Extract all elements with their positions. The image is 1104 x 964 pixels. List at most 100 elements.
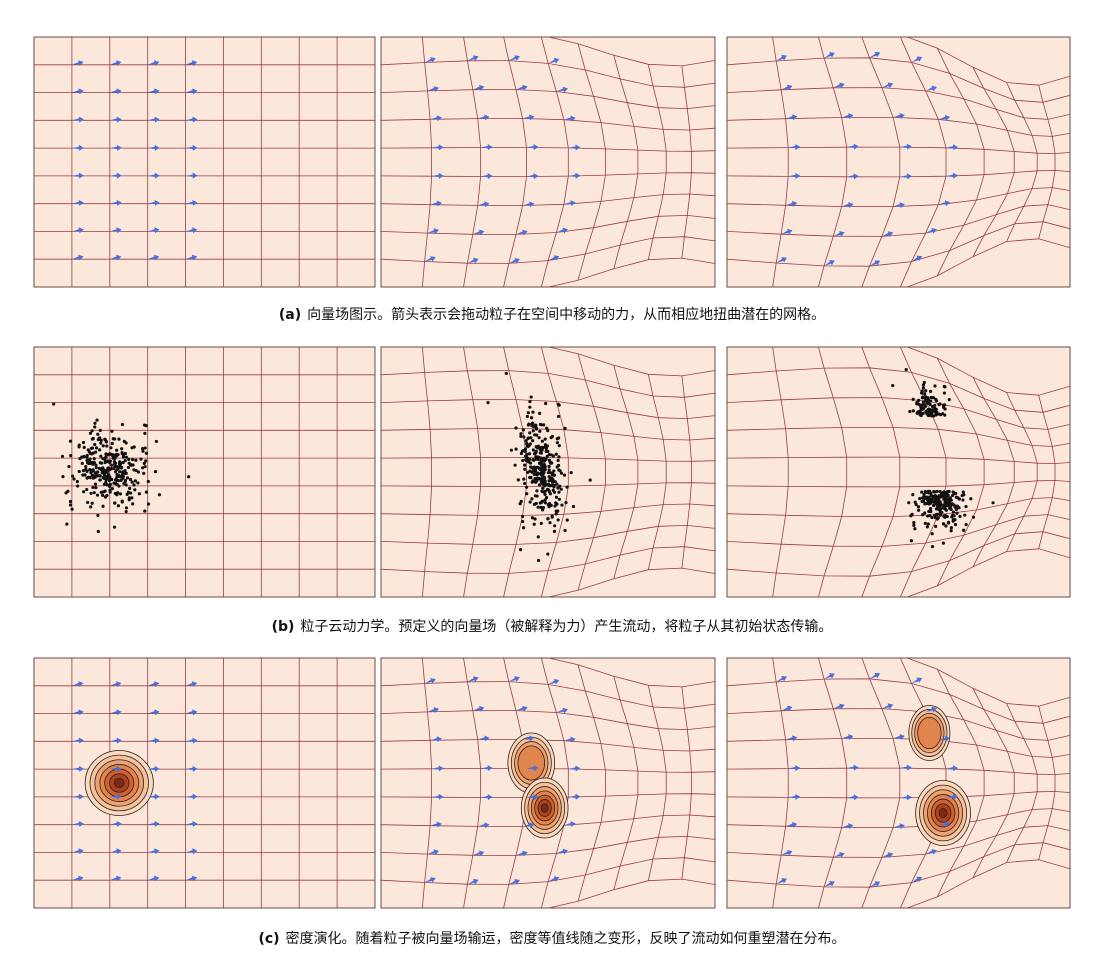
particle bbox=[528, 431, 532, 435]
grid-line bbox=[727, 367, 1070, 413]
particle bbox=[930, 515, 934, 520]
grid-line bbox=[381, 835, 715, 856]
particle bbox=[923, 511, 927, 515]
force-arrow bbox=[508, 257, 520, 264]
particle bbox=[110, 477, 114, 482]
panel bbox=[34, 658, 375, 908]
force-arrow bbox=[516, 705, 528, 712]
grid-line bbox=[647, 374, 667, 570]
particle bbox=[527, 422, 531, 426]
force-arrow bbox=[833, 703, 845, 710]
particle bbox=[569, 471, 573, 475]
particle bbox=[557, 444, 561, 448]
force-arrow bbox=[899, 173, 912, 180]
grid-line bbox=[727, 146, 1070, 154]
grid-line bbox=[1038, 85, 1056, 239]
grid-line bbox=[381, 193, 715, 206]
particle bbox=[565, 485, 569, 489]
particle bbox=[547, 502, 552, 506]
particle bbox=[544, 401, 548, 406]
force-arrow bbox=[833, 852, 845, 858]
particle bbox=[104, 439, 108, 444]
grid-line bbox=[463, 658, 481, 908]
particle bbox=[509, 448, 513, 452]
force-arrow bbox=[516, 850, 528, 857]
particle bbox=[121, 460, 125, 465]
particle bbox=[111, 437, 115, 441]
force-arrow bbox=[508, 55, 520, 61]
grid-line bbox=[613, 55, 639, 269]
force-arrow bbox=[147, 709, 160, 716]
grid-line bbox=[727, 737, 1070, 758]
force-arrow bbox=[185, 60, 198, 67]
particle bbox=[519, 432, 523, 436]
particle bbox=[538, 447, 542, 451]
particle bbox=[934, 413, 938, 417]
force-arrow bbox=[881, 82, 894, 89]
force-arrow bbox=[899, 764, 912, 771]
particle bbox=[68, 499, 73, 504]
caption-label: (a) bbox=[278, 307, 302, 323]
particle bbox=[553, 504, 557, 508]
force-arrow bbox=[945, 144, 958, 151]
particle bbox=[928, 513, 932, 518]
particle bbox=[920, 389, 924, 393]
particle bbox=[543, 501, 547, 505]
force-arrow bbox=[109, 172, 122, 179]
particle bbox=[554, 452, 558, 456]
force-arrow bbox=[71, 199, 84, 206]
particle bbox=[938, 513, 943, 517]
force-arrow bbox=[477, 114, 490, 121]
particle bbox=[146, 479, 150, 484]
force-arrow bbox=[548, 255, 560, 261]
force-arrow bbox=[568, 793, 581, 800]
particle bbox=[95, 493, 100, 497]
force-arrow bbox=[109, 709, 122, 716]
particle bbox=[545, 426, 549, 430]
particle bbox=[110, 487, 114, 491]
particle bbox=[923, 396, 927, 400]
force-arrow bbox=[430, 736, 442, 743]
particle bbox=[552, 469, 556, 473]
particle bbox=[83, 473, 87, 477]
particle bbox=[85, 455, 89, 459]
grid-line bbox=[727, 678, 1070, 724]
caption-text: 密度演化。随着粒子被向量场输运，密度等值线随之变形，反映了流动如何重塑潜在分布。 bbox=[285, 931, 846, 947]
particle bbox=[124, 455, 129, 459]
grid-line bbox=[381, 60, 715, 88]
particle bbox=[556, 458, 560, 463]
particle bbox=[132, 483, 136, 487]
grid-line bbox=[503, 37, 527, 287]
particle bbox=[588, 478, 592, 482]
particle bbox=[549, 461, 553, 465]
particle bbox=[563, 426, 567, 430]
particle bbox=[935, 496, 939, 500]
particle bbox=[69, 454, 73, 458]
force-arrow bbox=[522, 735, 535, 742]
panel bbox=[727, 37, 1070, 287]
particle bbox=[917, 398, 921, 402]
particle bbox=[96, 529, 100, 534]
particle bbox=[154, 439, 158, 444]
particle bbox=[514, 447, 518, 451]
particle bbox=[130, 446, 134, 450]
particle bbox=[539, 521, 543, 525]
particle bbox=[109, 446, 113, 450]
particle bbox=[521, 458, 525, 463]
particle bbox=[557, 463, 561, 467]
force-arrow bbox=[424, 877, 436, 883]
particle bbox=[536, 535, 540, 539]
particle bbox=[926, 401, 931, 405]
force-arrow bbox=[71, 254, 84, 261]
particle bbox=[933, 384, 937, 388]
force-arrow bbox=[109, 820, 122, 827]
force-arrow bbox=[71, 765, 84, 772]
force-arrow bbox=[938, 821, 951, 828]
grid-line bbox=[936, 47, 985, 277]
grid-line bbox=[381, 236, 715, 264]
force-arrow bbox=[109, 793, 122, 800]
force-arrow bbox=[841, 202, 854, 209]
grid-line bbox=[1006, 82, 1038, 242]
particle bbox=[140, 466, 145, 470]
